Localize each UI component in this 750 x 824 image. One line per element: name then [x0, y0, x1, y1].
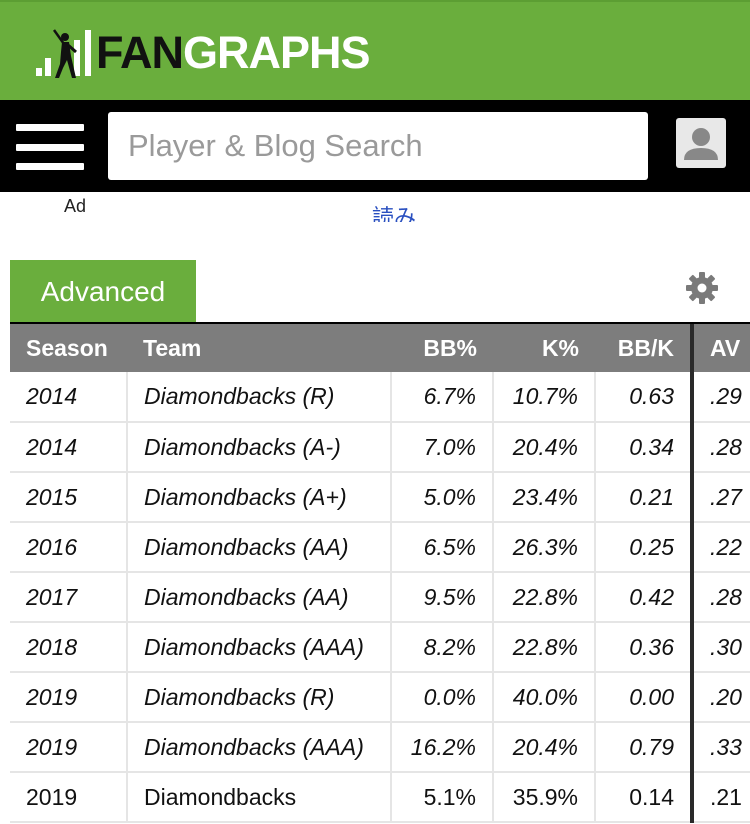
column-header-team[interactable]: Team: [127, 324, 391, 372]
cell-bb-pct: 16.2%: [391, 722, 494, 773]
cell-season: 2018: [10, 622, 128, 673]
table-row: 2014 Diamondbacks (R) 6.7% 10.7% 0.63.29: [10, 372, 750, 423]
search-input[interactable]: [108, 112, 648, 180]
cell-season: 2019: [10, 722, 128, 773]
table-row: 2015 Diamondbacks (A+) 5.0% 23.4% 0.21.27: [10, 472, 750, 523]
cell-season: 2016: [10, 522, 128, 573]
cell-bb-k: 0.21: [595, 472, 694, 523]
cell-avg: .30: [692, 622, 750, 673]
cell-k-pct: 20.4%: [493, 722, 596, 773]
column-header-bb-k[interactable]: BB/K: [595, 324, 694, 372]
column-header-avg[interactable]: AV: [692, 324, 750, 372]
cell-bb-k: 0.63: [595, 372, 694, 423]
cell-bb-pct: 7.0%: [391, 422, 494, 473]
cell-avg: .21: [692, 772, 750, 823]
cell-avg: .28: [692, 572, 750, 623]
batter-silhouette-icon: [52, 29, 77, 78]
cell-bb-k: 0.36: [595, 622, 694, 673]
cell-season: 2014: [10, 372, 128, 423]
cell-avg: .29: [692, 372, 750, 423]
cell-k-pct: 40.0%: [493, 672, 596, 723]
cell-bb-k: 0.79: [595, 722, 694, 773]
cell-bb-pct: 5.0%: [391, 472, 494, 523]
cell-team: Diamondbacks (R): [127, 672, 392, 723]
cell-season: 2019: [10, 672, 128, 723]
cell-season: 2014: [10, 422, 128, 473]
cell-k-pct: 20.4%: [493, 422, 596, 473]
cell-bb-pct: 0.0%: [391, 672, 494, 723]
cell-k-pct: 22.8%: [493, 572, 596, 623]
cell-team: Diamondbacks (AA): [127, 572, 392, 623]
cell-bb-k: 0.14: [595, 772, 694, 823]
table-row: 2019 Diamondbacks 5.1% 35.9% 0.14.21: [10, 772, 750, 823]
cell-avg: .20: [692, 672, 750, 723]
cell-avg: .33: [692, 722, 750, 773]
table-row: 2016 Diamondbacks (AA) 6.5% 26.3% 0.25.22: [10, 522, 750, 573]
cell-avg: .28: [692, 422, 750, 473]
table-row: 2019 Diamondbacks (AAA) 16.2% 20.4% 0.79.33: [10, 722, 750, 773]
user-icon: [684, 128, 718, 160]
cell-bb-pct: 5.1%: [391, 772, 494, 823]
logo-text-graphs: GRAPHS: [183, 27, 371, 78]
cell-k-pct: 35.9%: [493, 772, 596, 823]
cell-avg: .22: [692, 522, 750, 573]
ad-label: Ad: [64, 196, 87, 216]
logo-wordmark: FANGRAPHS: [96, 27, 371, 78]
site-header: FANGRAPHS: [0, 0, 750, 100]
stats-table-container[interactable]: Season Team BB% K% BB/K AV 2014 Diamondba…: [10, 322, 750, 824]
user-button[interactable]: [676, 118, 726, 168]
cell-team: Diamondbacks (A+): [127, 472, 392, 523]
cell-k-pct: 26.3%: [493, 522, 596, 573]
cell-bb-pct: 6.7%: [391, 372, 494, 423]
cell-bb-k: 0.42: [595, 572, 694, 623]
cell-team: Diamondbacks (R): [127, 372, 392, 423]
cell-k-pct: 22.8%: [493, 622, 596, 673]
table-row: 2017 Diamondbacks (AA) 9.5% 22.8% 0.42.28: [10, 572, 750, 623]
cell-bb-pct: 8.2%: [391, 622, 494, 673]
cell-k-pct: 23.4%: [493, 472, 596, 523]
cell-team: Diamondbacks (A-): [127, 422, 392, 473]
cell-team: Diamondbacks (AA): [127, 522, 392, 573]
column-header-season[interactable]: Season: [10, 324, 127, 372]
table-row: 2014 Diamondbacks (A-) 7.0% 20.4% 0.34.28: [10, 422, 750, 473]
column-header-bb-pct[interactable]: BB%: [391, 324, 493, 372]
logo-text-fan: FAN: [96, 27, 184, 78]
cell-k-pct: 10.7%: [493, 372, 596, 423]
cell-bb-k: 0.34: [595, 422, 694, 473]
table-header-row: Season Team BB% K% BB/K AV: [10, 324, 750, 372]
table-row: 2019 Diamondbacks (R) 0.0% 40.0% 0.00.20: [10, 672, 750, 723]
cell-bb-k: 0.25: [595, 522, 694, 573]
cell-avg: .27: [692, 472, 750, 523]
ad-link[interactable]: 読み: [372, 206, 417, 222]
cell-season: 2017: [10, 572, 128, 623]
ad-banner: Ad 読み: [0, 192, 750, 222]
cell-team: Diamondbacks: [127, 772, 392, 823]
cell-bb-pct: 9.5%: [391, 572, 494, 623]
cell-bb-pct: 6.5%: [391, 522, 494, 573]
nav-bar: [0, 100, 750, 192]
gear-icon[interactable]: [684, 270, 720, 306]
table-row: 2018 Diamondbacks (AAA) 8.2% 22.8% 0.36.30: [10, 622, 750, 673]
cell-team: Diamondbacks (AAA): [127, 722, 392, 773]
cell-team: Diamondbacks (AAA): [127, 622, 392, 673]
fangraphs-logo[interactable]: FANGRAPHS: [36, 24, 371, 78]
cell-bb-k: 0.00: [595, 672, 694, 723]
tab-advanced[interactable]: Advanced: [10, 260, 196, 323]
hamburger-menu-icon[interactable]: [16, 124, 84, 170]
column-header-k-pct[interactable]: K%: [493, 324, 595, 372]
cell-season: 2019: [10, 772, 128, 823]
logo-bars-icon: [36, 28, 94, 78]
cell-season: 2015: [10, 472, 128, 523]
advanced-stats-table: Season Team BB% K% BB/K AV 2014 Diamondba…: [10, 324, 750, 823]
